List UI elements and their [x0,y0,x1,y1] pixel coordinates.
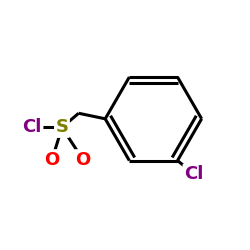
Text: Cl: Cl [184,165,203,183]
Text: S: S [56,118,68,136]
Text: O: O [44,150,60,168]
Text: O: O [75,150,90,168]
Text: Cl: Cl [22,118,42,136]
